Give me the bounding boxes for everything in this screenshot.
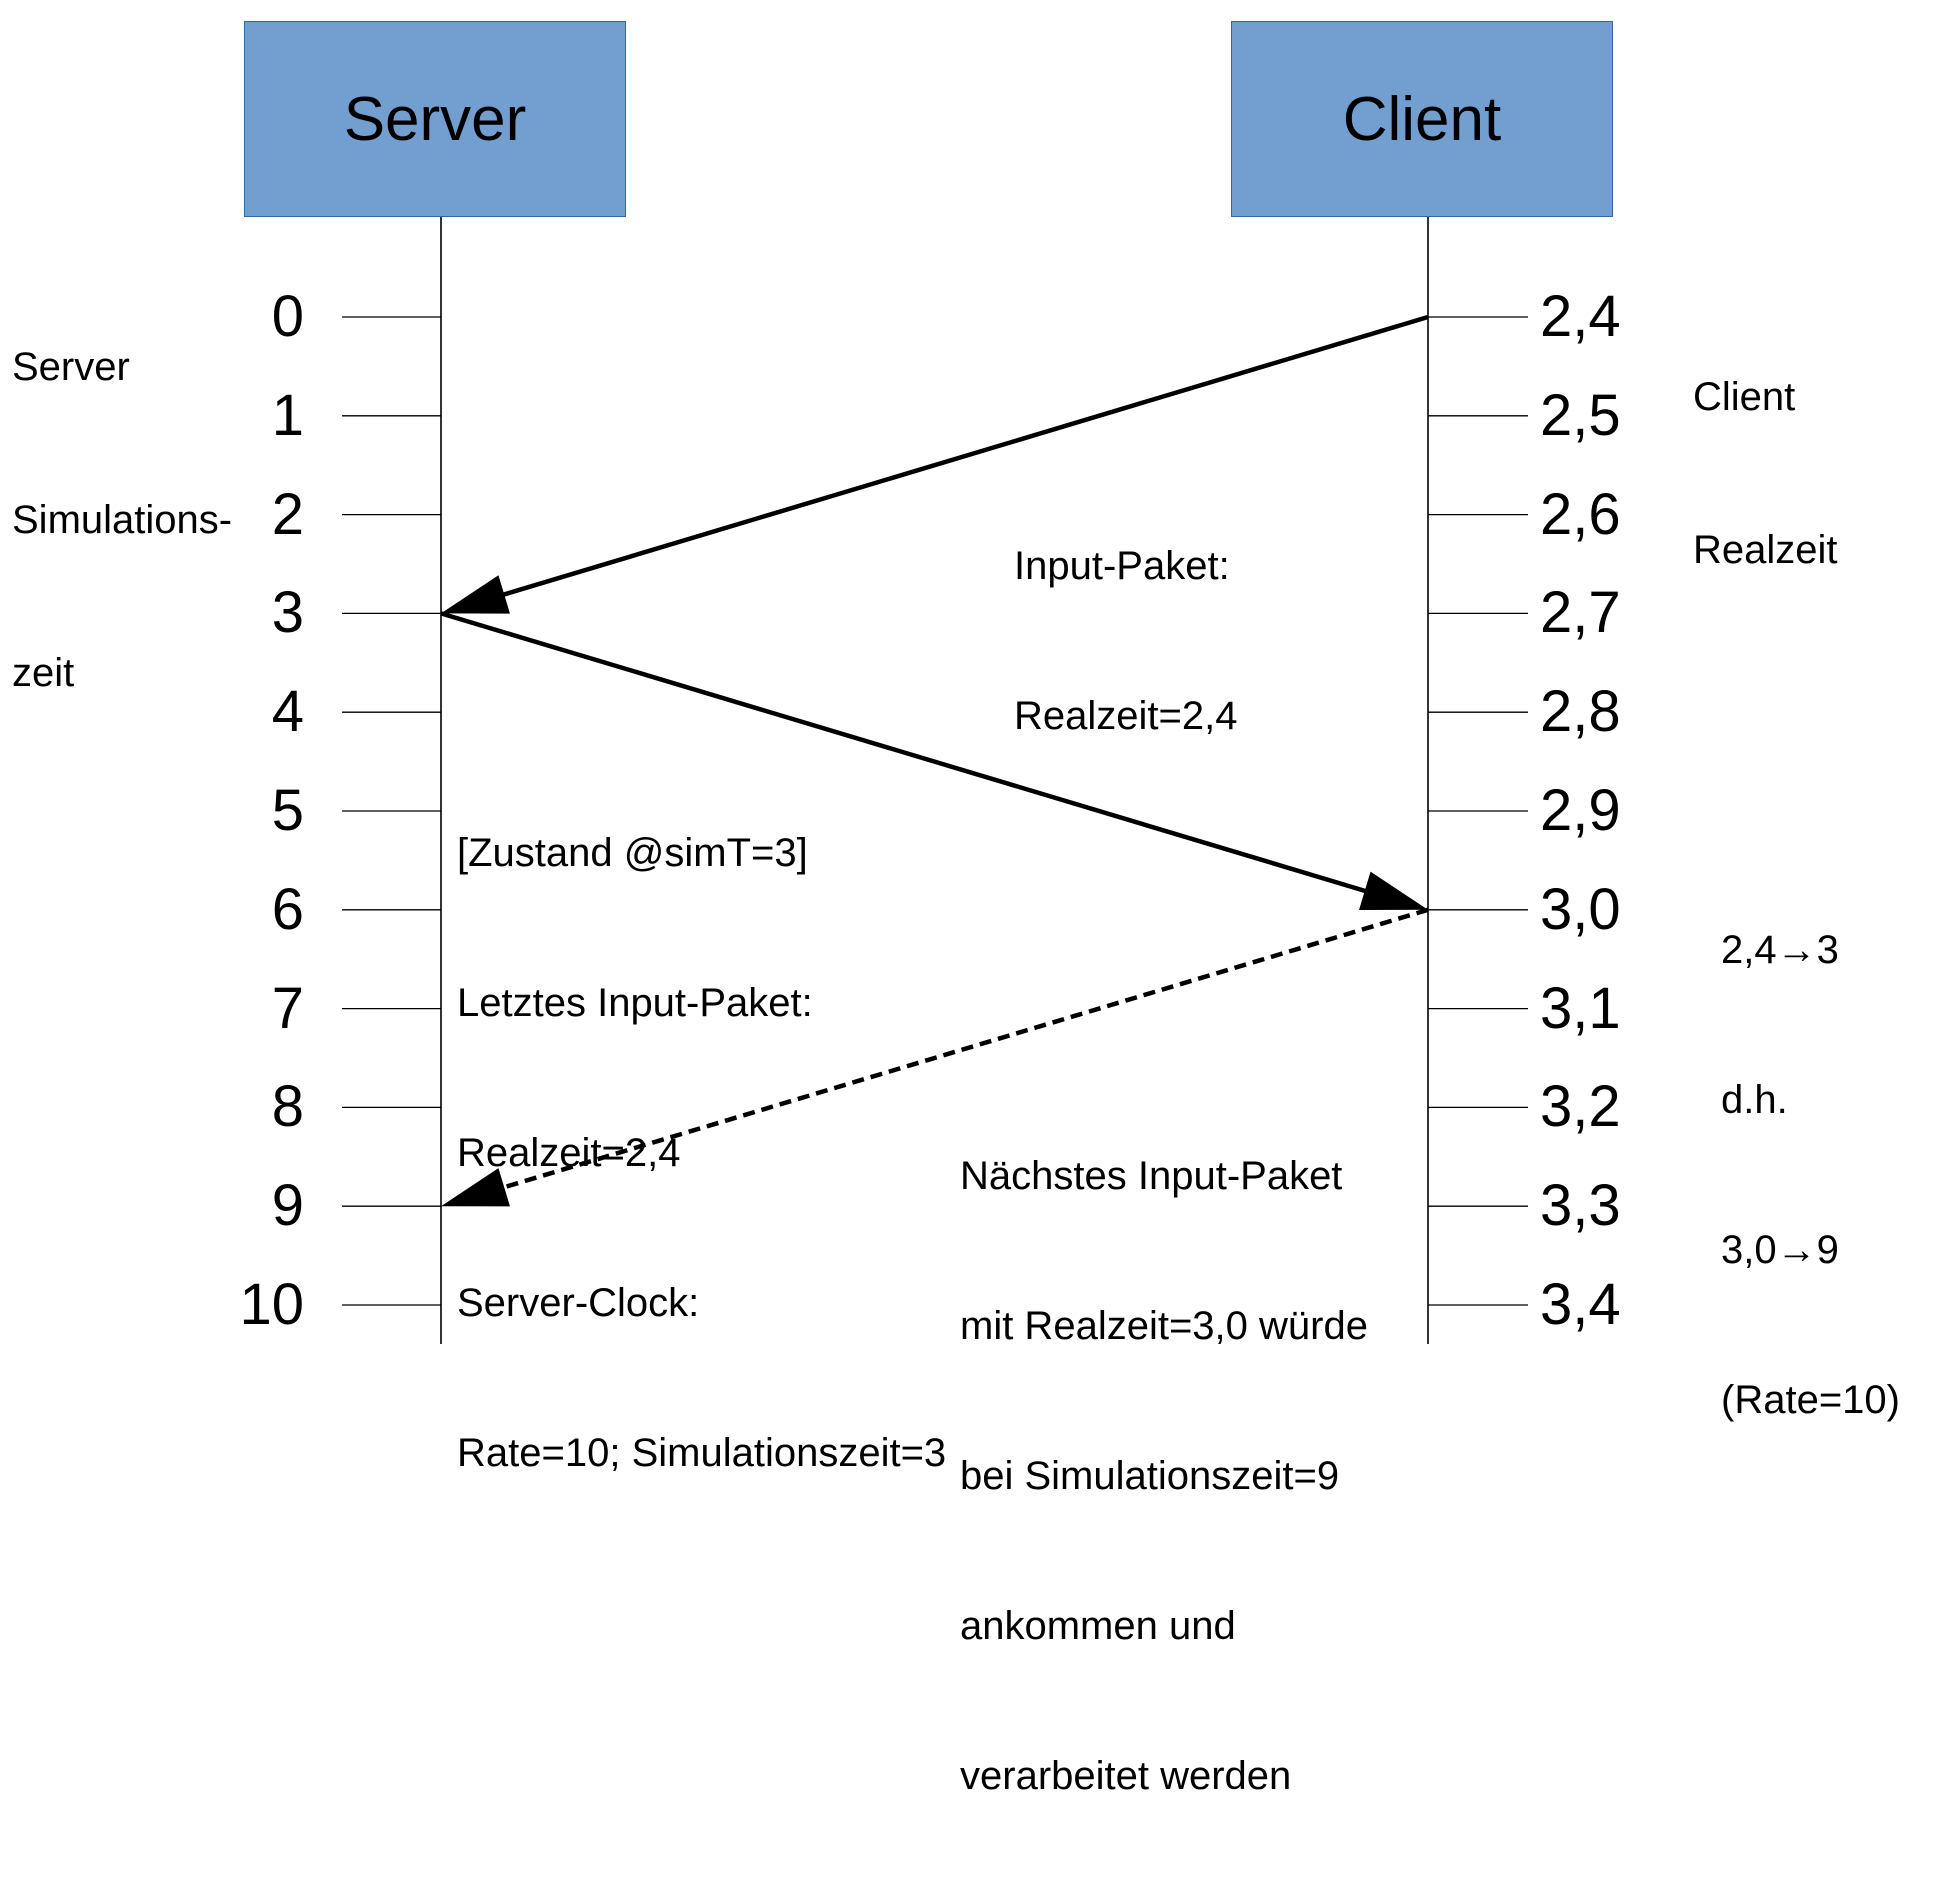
server-tick-label: 7: [271, 975, 304, 1041]
server-axis-label: Server Simulations- zeit: [12, 345, 233, 695]
message-arrow: [441, 907, 1429, 1207]
client-tick-label: 2,5: [1540, 382, 1621, 448]
arrow-head: [441, 1168, 510, 1207]
server-tick-label: 3: [271, 580, 304, 646]
client-tick-label: 2,7: [1540, 580, 1621, 646]
input-packet-note: Input-Paket: Realzeit=2,4: [1014, 544, 1238, 738]
sequence-diagram: Server Client Server Simulations- zeit C…: [12, 21, 1900, 1798]
server-tick-label: 6: [271, 876, 304, 942]
server-tick-label: 5: [271, 778, 304, 843]
client-tick-label: 3,3: [1540, 1173, 1621, 1239]
arrow-head: [441, 575, 510, 614]
client-tick-label: 3,2: [1540, 1074, 1621, 1140]
server-state-note: [Zustand @simT=3] Letztes Input-Paket: R…: [457, 831, 947, 1475]
client-tick-label: 3,1: [1540, 975, 1621, 1041]
message-arrow: [440, 611, 1428, 910]
next-packet-note: Nächstes Input-Paket mit Realzeit=3,0 wü…: [960, 1154, 1368, 1798]
server-title: Server: [343, 84, 527, 154]
server-tick-label: 9: [271, 1173, 304, 1239]
client-tick-label: 2,6: [1540, 481, 1621, 547]
arrow-head: [1359, 871, 1428, 910]
arrow-shaft: [499, 907, 1429, 1191]
server-tick-label: 1: [271, 382, 304, 448]
client-axis-label: Client Realzeit: [1693, 375, 1838, 572]
rate-mapping-note: 2,4→3 d.h. 3,0→9 (Rate=10): [1721, 928, 1900, 1422]
server-tick-label: 10: [239, 1272, 304, 1337]
arrow-shaft: [499, 314, 1429, 598]
diagram-lines: [342, 217, 1528, 1344]
client-title: Client: [1342, 84, 1502, 154]
client-tick-label: 3,4: [1540, 1272, 1621, 1337]
client-tick-label: 2,4: [1540, 284, 1621, 349]
message-arrow: [441, 314, 1429, 614]
client-box: Client: [1231, 21, 1613, 217]
tick-marks: [342, 316, 1528, 1306]
server-tick-label: 4: [271, 679, 304, 745]
client-tick-label: 2,8: [1540, 679, 1621, 745]
server-box: Server: [244, 21, 626, 217]
message-arrows: [440, 314, 1429, 1207]
server-tick-label: 2: [271, 481, 304, 547]
server-tick-label: 0: [271, 284, 304, 349]
arrow-shaft: [440, 611, 1370, 895]
server-tick-label: 8: [271, 1074, 304, 1140]
client-tick-label: 3,0: [1540, 876, 1621, 942]
client-tick-label: 2,9: [1540, 778, 1621, 843]
